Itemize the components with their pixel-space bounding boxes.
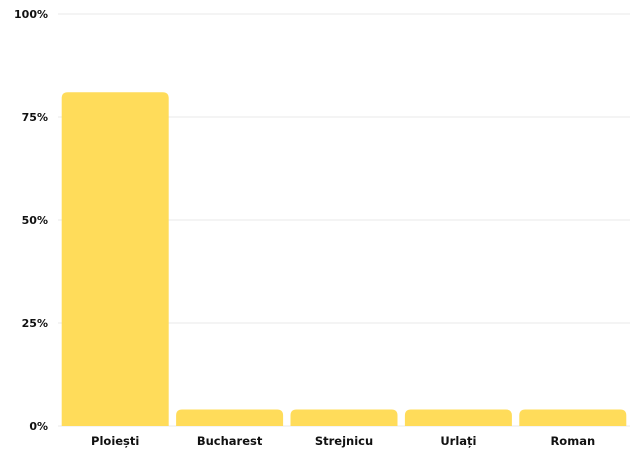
bars <box>61 92 627 426</box>
y-tick-label: 100% <box>14 8 48 21</box>
bar-2 <box>290 409 398 426</box>
bar-0 <box>61 92 169 426</box>
y-tick-label: 50% <box>22 214 48 227</box>
x-tick-label: Roman <box>550 434 595 448</box>
x-tick-label: Strejnicu <box>315 434 373 448</box>
x-axis-labels: Ploiești Bucharest Strejnicu Urlați Roman <box>91 434 595 448</box>
y-tick-label: 0% <box>29 420 48 433</box>
x-tick-label: Urlați <box>440 434 476 448</box>
bar-4 <box>519 409 627 426</box>
x-tick-label: Bucharest <box>197 434 263 448</box>
y-tick-label: 25% <box>22 317 48 330</box>
x-tick-label: Ploiești <box>91 434 139 448</box>
bar-3 <box>404 409 512 426</box>
bar-1 <box>176 409 284 426</box>
y-axis-ticks: 0% 25% 50% 75% 100% <box>14 8 48 433</box>
y-tick-label: 75% <box>22 111 48 124</box>
